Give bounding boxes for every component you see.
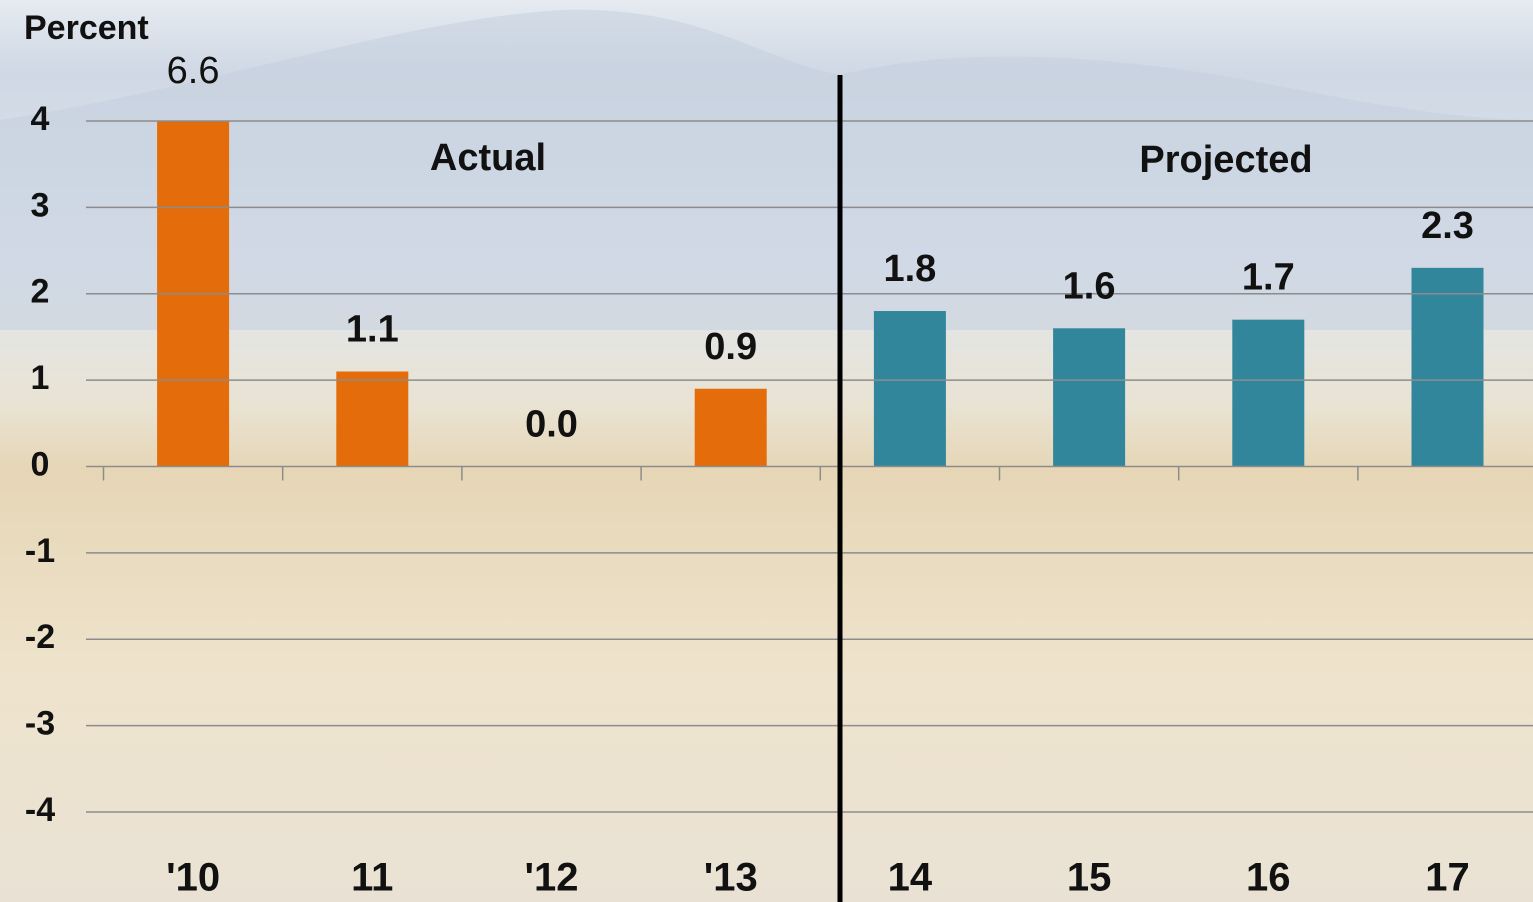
y-tick-label: 2 bbox=[31, 273, 50, 311]
x-tick-label: 11 bbox=[351, 856, 393, 900]
y-tick-label: 4 bbox=[31, 100, 50, 138]
value-label: 0.9 bbox=[704, 326, 757, 368]
bar bbox=[1053, 328, 1126, 467]
bar bbox=[336, 371, 409, 467]
bar bbox=[1232, 319, 1305, 467]
value-label: 6.6 bbox=[167, 50, 220, 92]
y-tick-label: -4 bbox=[25, 791, 55, 829]
x-tick-label: 14 bbox=[888, 856, 933, 900]
x-tick-label: 17 bbox=[1425, 856, 1470, 900]
bar bbox=[1411, 267, 1484, 467]
value-label: 1.1 bbox=[346, 309, 399, 351]
y-tick-label: -2 bbox=[25, 618, 55, 656]
y-tick-label: 3 bbox=[31, 186, 50, 224]
y-tick-label: -3 bbox=[25, 705, 55, 743]
bar bbox=[694, 388, 767, 467]
annotation: Projected bbox=[1139, 139, 1312, 181]
value-label: 1.6 bbox=[1063, 265, 1116, 307]
y-tick-label: 1 bbox=[31, 359, 50, 397]
bar bbox=[873, 311, 946, 467]
annotation: Actual bbox=[430, 137, 546, 179]
value-label: 1.7 bbox=[1242, 257, 1295, 299]
value-label: 2.3 bbox=[1421, 205, 1474, 247]
mountain bbox=[0, 9, 1533, 330]
y-tick-label: 0 bbox=[31, 445, 50, 483]
x-tick-label: '12 bbox=[524, 856, 578, 900]
x-tick-label: 15 bbox=[1067, 856, 1112, 900]
y-axis-label: Percent bbox=[24, 9, 149, 47]
value-label: 0.0 bbox=[525, 404, 578, 446]
x-tick-label: '10 bbox=[166, 856, 220, 900]
x-tick-label: 16 bbox=[1246, 856, 1291, 900]
x-tick-label: '13 bbox=[704, 856, 758, 900]
y-tick-label: -1 bbox=[25, 532, 55, 570]
value-label: 1.8 bbox=[883, 248, 936, 290]
